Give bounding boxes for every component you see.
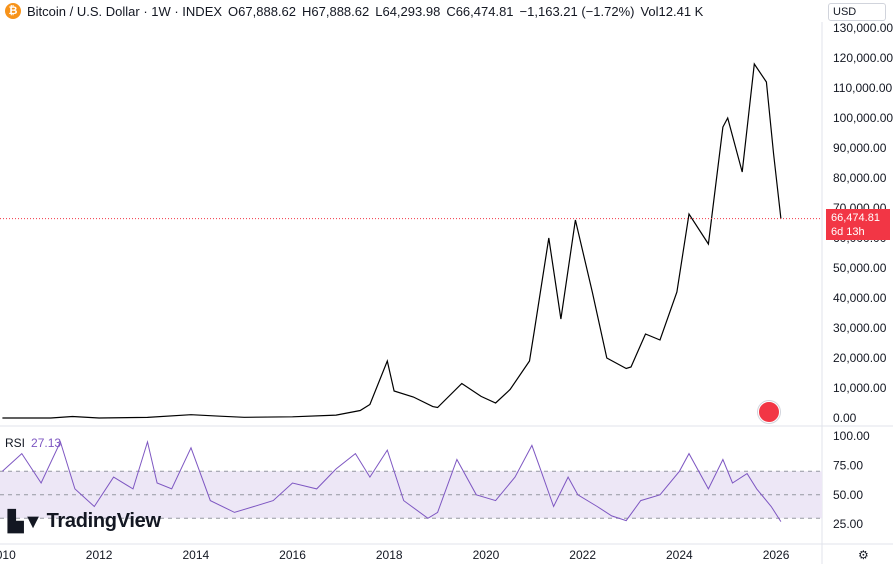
- tradingview-logo: ▙▼ TradingView: [8, 509, 161, 534]
- currency-selector[interactable]: USD: [828, 3, 886, 21]
- open-value: O67,888.62: [228, 3, 296, 19]
- us-flag-icon[interactable]: [758, 401, 780, 423]
- low-value: L64,293.98: [375, 3, 441, 19]
- rsi-value: 27.13: [31, 436, 62, 450]
- price-tick-label: 50,000.00: [833, 261, 887, 275]
- rsi-name: RSI: [5, 436, 26, 450]
- time-tick-label: 2016: [279, 548, 306, 562]
- price-tick-label: 30,000.00: [833, 321, 887, 335]
- time-tick-label: 2020: [473, 548, 500, 562]
- last-price-label: 66,474.81 6d 13h: [826, 209, 890, 240]
- time-tick-label: 2018: [376, 548, 403, 562]
- price-tick-label: 40,000.00: [833, 291, 887, 305]
- bar-countdown: 6d 13h: [831, 226, 865, 238]
- price-line: [2, 62, 782, 419]
- price-tick-label: 110,000.00: [833, 81, 892, 95]
- time-tick-label: 2010: [0, 548, 16, 562]
- time-tick-label: 2014: [182, 548, 209, 562]
- price-tick-label: 80,000.00: [833, 171, 887, 185]
- bitcoin-icon[interactable]: ₿: [5, 3, 21, 19]
- high-value: H67,888.62: [302, 3, 370, 19]
- price-tick-label: 20,000.00: [833, 351, 887, 365]
- chart-header: ₿ Bitcoin / U.S. Dollar · 1W · INDEX O67…: [0, 0, 820, 22]
- rsi-tick-label: 75.00: [833, 458, 863, 472]
- time-tick-label: 2022: [569, 548, 596, 562]
- volume-value: Vol12.41 K: [640, 3, 704, 19]
- time-tick-label: 2012: [86, 548, 113, 562]
- time-tick-label: 2026: [763, 548, 790, 562]
- rsi-line: [2, 439, 782, 522]
- price-tick-label: 100,000.00: [833, 111, 893, 125]
- last-price-value: 66,474.81: [831, 212, 880, 224]
- price-tick-label: 120,000.00: [833, 51, 893, 65]
- price-tick-label: 130,000.00: [833, 21, 893, 35]
- symbol-title[interactable]: Bitcoin / U.S. Dollar · 1W · INDEX: [27, 3, 223, 19]
- rsi-tick-label: 100.00: [833, 429, 870, 443]
- change-value: −1,163.21 (−1.72%): [519, 3, 635, 19]
- price-tick-label: 10,000.00: [833, 381, 887, 395]
- time-tick-label: 2024: [666, 548, 693, 562]
- tradingview-mark-icon: ▙▼: [8, 511, 43, 533]
- price-tick-label: 90,000.00: [833, 141, 887, 155]
- rsi-tick-label: 25.00: [833, 517, 863, 531]
- rsi-legend[interactable]: RSI 27.13: [5, 436, 61, 450]
- price-tick-label: 0.00: [833, 411, 857, 425]
- gear-icon[interactable]: ⚙: [858, 548, 869, 562]
- close-value: C66,474.81: [446, 3, 514, 19]
- brand-name: TradingView: [46, 510, 161, 532]
- rsi-tick-label: 50.00: [833, 488, 863, 502]
